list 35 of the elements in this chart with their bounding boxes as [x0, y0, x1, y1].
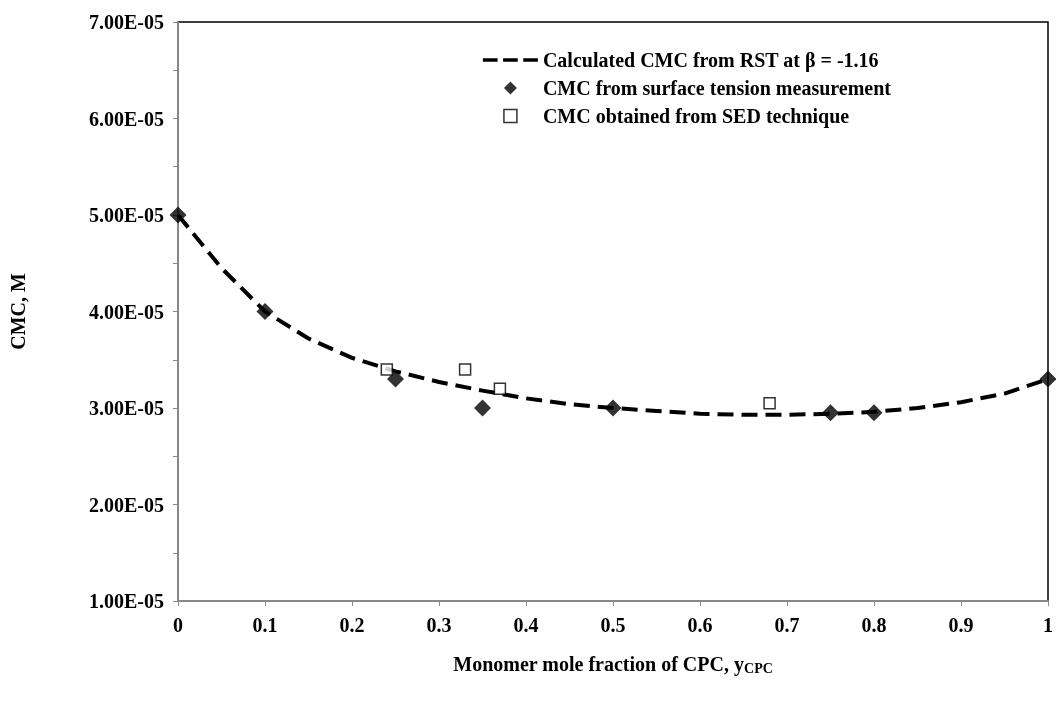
y-tick-label: 3.00E-05: [89, 397, 164, 419]
y-tick-label: 6.00E-05: [89, 107, 164, 130]
point: [474, 399, 491, 417]
x-tick-label: 0.7: [774, 614, 800, 636]
point: [1039, 370, 1056, 388]
x-tick-label: 0.5: [600, 614, 626, 636]
point: [604, 399, 622, 417]
point: [256, 303, 274, 320]
legend-label: CMC from surface tension measurement: [542, 77, 892, 99]
point: [865, 404, 883, 422]
point: [387, 370, 404, 388]
y-tick-label: 4.00E-05: [89, 300, 164, 323]
x-tick-label: 0.4: [513, 614, 539, 636]
x-tick-label: 0.8: [861, 614, 887, 636]
y-tick-label: 7.00E-05: [89, 11, 164, 33]
point: [493, 382, 507, 395]
y-axis-title: CMC, M: [7, 273, 29, 350]
x-tick-label: 0.9: [948, 614, 974, 636]
x-axis-title: Monomer mole fraction of CPC, yCPC: [453, 653, 773, 676]
legend-label: Calculated CMC from RST at β = -1.16: [542, 49, 879, 72]
y-tick-label: 2.00E-05: [89, 493, 164, 516]
legend-label: CMC obtained from SED technique: [542, 105, 850, 128]
x-tick-label: 0.1: [252, 614, 278, 636]
x-tick-label: 0.2: [339, 614, 365, 636]
point: [822, 404, 839, 422]
point: [763, 396, 776, 410]
y-tick-label: 1.00E-05: [89, 590, 164, 612]
x-tick-label: 1: [1043, 614, 1053, 636]
x-tick-label: 0: [173, 614, 183, 636]
point: [380, 363, 394, 376]
y-tick-label: 5.00E-05: [89, 204, 164, 226]
x-tick-label: 0.6: [687, 614, 713, 636]
x-tick-label: 0.3: [426, 614, 452, 636]
point: [458, 363, 472, 376]
point: [169, 206, 187, 224]
